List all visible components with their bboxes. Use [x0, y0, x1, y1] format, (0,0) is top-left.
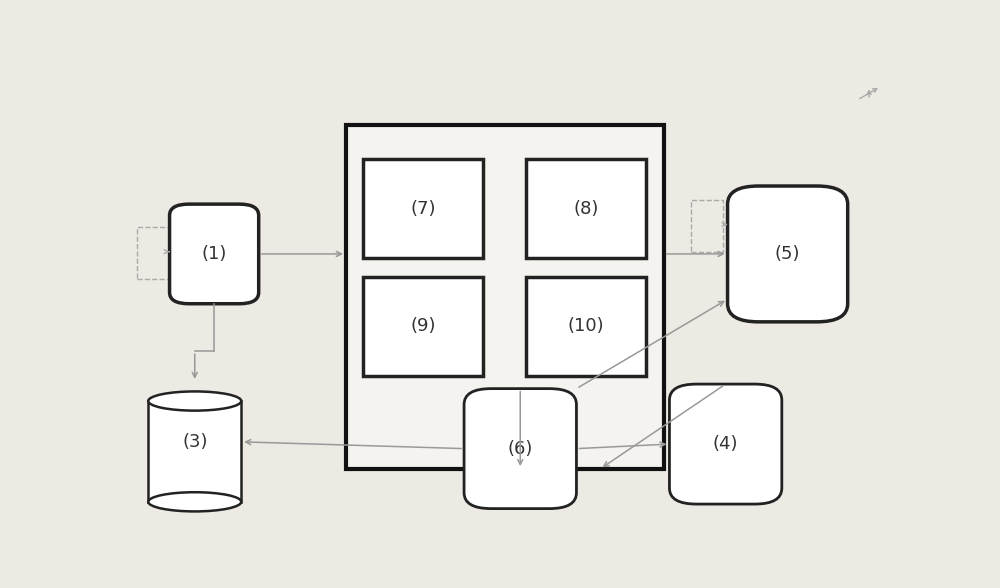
Bar: [526, 276, 646, 376]
Bar: [526, 159, 646, 259]
Text: (6): (6): [508, 440, 533, 457]
Bar: [363, 159, 483, 259]
Bar: [148, 401, 241, 502]
FancyBboxPatch shape: [170, 204, 259, 304]
Bar: [363, 276, 483, 376]
Text: (7): (7): [411, 200, 436, 218]
Bar: [691, 199, 723, 252]
Bar: [155, 452, 234, 502]
FancyBboxPatch shape: [669, 384, 782, 504]
Text: (2): (2): [542, 428, 568, 446]
Text: (10): (10): [568, 318, 604, 335]
Text: (5): (5): [775, 245, 800, 263]
Text: (4): (4): [713, 435, 738, 453]
Ellipse shape: [148, 492, 241, 512]
FancyBboxPatch shape: [728, 186, 848, 322]
FancyBboxPatch shape: [464, 389, 576, 509]
Ellipse shape: [148, 392, 241, 410]
Text: (8): (8): [573, 200, 599, 218]
Text: (9): (9): [411, 318, 436, 335]
Text: (1): (1): [201, 245, 227, 263]
Bar: [137, 227, 169, 279]
Bar: [346, 125, 664, 469]
Text: (3): (3): [182, 433, 208, 451]
